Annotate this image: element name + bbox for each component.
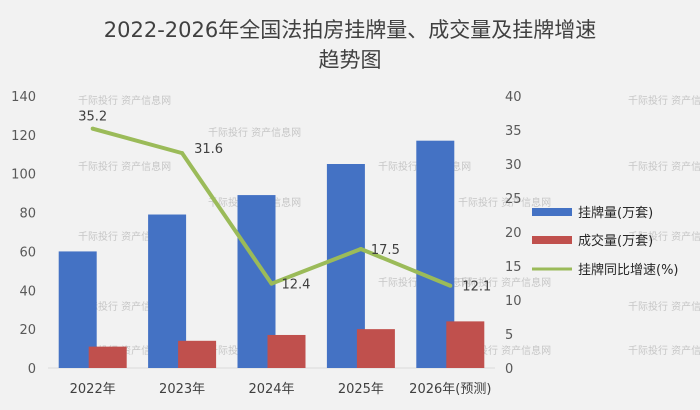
watermark-text: 千际投行 资产信息网 xyxy=(628,230,700,243)
growth-line-group: 35.2 31.6 12.4 17.5 12.1 xyxy=(78,110,491,295)
right-axis-tick-label: 5 xyxy=(505,328,513,343)
category-label: 2022年 xyxy=(70,382,116,397)
category-label: 2024年 xyxy=(248,382,294,397)
watermark-text: 千际投行 资产信息网 xyxy=(78,94,171,107)
watermark-text: 千际投行 资产信息网 xyxy=(628,344,700,357)
legend-swatch-listing xyxy=(532,208,572,216)
left-axis-tick-label: 80 xyxy=(19,207,36,222)
bar-deals xyxy=(178,340,217,368)
growth-line-point xyxy=(269,281,274,286)
right-axis-tick-label: 40 xyxy=(505,90,522,105)
bar-deals xyxy=(88,346,127,368)
growth-data-label: 31.6 xyxy=(194,142,223,157)
watermark-text: 千际投行 资产信息网 xyxy=(78,160,171,173)
growth-data-label: 12.1 xyxy=(462,280,491,295)
bars-deals xyxy=(88,321,485,368)
legend-label-listing: 挂牌量(万套) xyxy=(578,205,653,221)
growth-line-point xyxy=(180,151,185,156)
left-axis-tick-label: 0 xyxy=(28,362,36,377)
left-axis-tick-label: 100 xyxy=(11,168,36,183)
category-labels: 2022年 2023年 2024年 2025年 2026年(预测) xyxy=(70,382,492,397)
chart-title-line-1: 2022-2026年全国法拍房挂牌量、成交量及挂牌增速 xyxy=(104,18,596,42)
right-axis-ticks: 0 5 10 15 20 25 30 35 40 xyxy=(505,90,522,377)
growth-data-label: 12.4 xyxy=(282,278,311,293)
category-label: 2023年 xyxy=(159,382,205,397)
growth-data-label: 17.5 xyxy=(371,243,400,258)
right-axis-tick-label: 20 xyxy=(505,226,522,241)
left-axis-tick-label: 20 xyxy=(19,323,36,338)
bar-deals xyxy=(356,329,395,368)
category-label: 2026年(预测) xyxy=(409,382,491,397)
left-axis-tick-label: 60 xyxy=(19,245,36,260)
legend: 挂牌量(万套) 成交量(万套) 挂牌同比增速(%) xyxy=(532,205,679,278)
watermark-text: 千际投行 资产信息网 xyxy=(628,94,700,107)
right-axis-tick-label: 25 xyxy=(505,192,522,207)
category-label: 2025年 xyxy=(338,382,384,397)
watermark-text: 千际投行 资产信息网 xyxy=(458,196,551,209)
bar-deals xyxy=(267,334,306,368)
right-axis-tick-label: 30 xyxy=(505,158,522,173)
right-axis-tick-label: 0 xyxy=(505,362,513,377)
growth-line-point xyxy=(90,126,95,131)
legend-label-deals: 成交量(万套) xyxy=(578,233,653,249)
legend-swatch-deals xyxy=(532,236,572,244)
watermark-text: 千际投行 资产信息网 xyxy=(628,300,700,313)
left-axis-tick-label: 120 xyxy=(11,129,36,144)
growth-data-label: 35.2 xyxy=(78,110,107,125)
watermark-text: 千际投行 资产信息网 xyxy=(208,126,301,139)
bar-deals xyxy=(446,321,485,368)
chart-title-line-2: 趋势图 xyxy=(319,48,382,72)
right-axis-tick-label: 15 xyxy=(505,260,522,275)
legend-label-growth: 挂牌同比增速(%) xyxy=(578,262,679,278)
watermark-text: 千际投行 资产信息网 xyxy=(78,300,171,313)
watermark-text: 千际投行 资产信息网 xyxy=(458,276,551,289)
left-axis-ticks: 0 20 40 60 80 100 120 140 xyxy=(11,90,36,377)
right-axis-tick-label: 35 xyxy=(505,124,522,139)
left-axis-tick-label: 40 xyxy=(19,284,36,299)
watermark-text: 千际投行 资产信息网 xyxy=(628,160,700,173)
growth-line-point xyxy=(358,247,363,251)
right-axis-tick-label: 10 xyxy=(505,294,522,309)
watermark-text: 千际投行 资产信息网 xyxy=(78,230,171,243)
growth-line-point xyxy=(448,283,453,288)
left-axis-tick-label: 140 xyxy=(11,90,36,105)
